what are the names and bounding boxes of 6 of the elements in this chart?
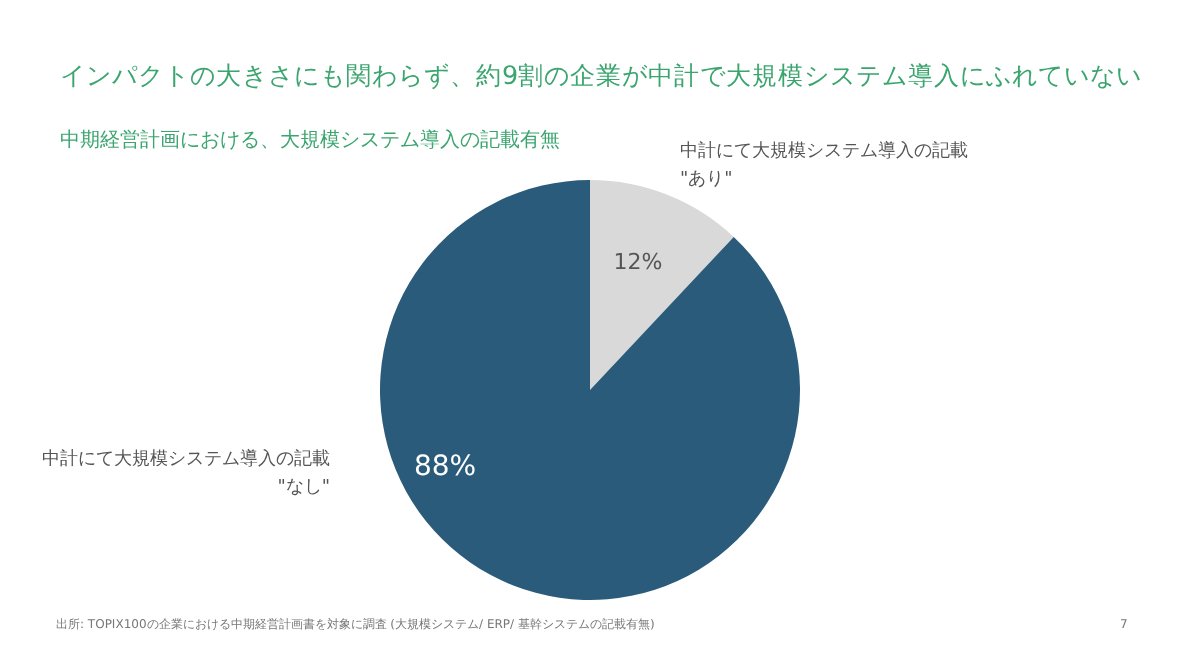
- chart-subtitle: 中期経営計画における、大規模システム導入の記載有無: [60, 128, 560, 152]
- data-label: 12%: [613, 248, 663, 275]
- slice-label: 中計にて大規模システム導入の記載 "なし": [42, 448, 330, 498]
- data-label: 88%: [413, 450, 477, 483]
- chart-title: インパクトの大きさにも関わらず、約9割の企業が中計で大規模システム導入にふれていない: [60, 60, 1143, 90]
- slice-label: 中計にて大規模システム導入の記載 "あり": [680, 140, 968, 190]
